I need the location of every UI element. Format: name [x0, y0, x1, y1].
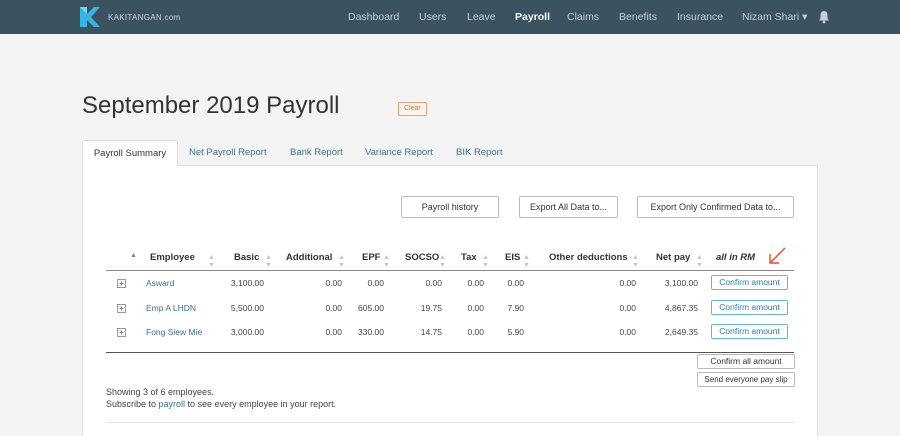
col-epf[interactable]: EPF [362, 252, 381, 263]
report-tabs: Payroll Summary Net Payroll Report Bank … [82, 140, 818, 167]
showing-count: Showing 3 of 6 employees. [106, 387, 215, 397]
top-navbar: KAKITANGAN.com Dashboard Users Leave Pay… [0, 0, 900, 34]
cell-epf: 605.00 [358, 303, 384, 313]
sort-icon[interactable]: ▲ ▼ [383, 254, 390, 269]
cell-basic: 3,100.00 [230, 278, 264, 288]
expand-row-button[interactable]: + [117, 328, 126, 337]
sort-asc-icon[interactable]: ▲ [130, 252, 137, 259]
col-other-deductions[interactable]: Other deductions [549, 252, 628, 263]
sort-icon[interactable]: ▲ ▼ [632, 254, 639, 269]
sort-icon[interactable]: ▲ ▼ [696, 254, 703, 269]
brand-name: KAKITANGAN.com [108, 12, 181, 22]
send-payslips-button[interactable]: Send everyone pay slip [697, 372, 795, 387]
tab-net-payroll-report[interactable]: Net Payroll Report [189, 147, 267, 158]
subscribe-text-pre: Subscribe to [106, 399, 159, 409]
arrow-annotation-icon [769, 247, 786, 264]
cell-tax: 0.00 [467, 327, 484, 337]
subscribe-payroll-link[interactable]: payroll [158, 399, 186, 409]
header-divider [106, 270, 794, 271]
table-bottom-rule [106, 352, 794, 353]
cell-other: 0.00 [619, 278, 636, 288]
cell-eis: 7.90 [507, 303, 524, 313]
tab-payroll-summary[interactable]: Payroll Summary [82, 140, 178, 167]
cell-other: 0.00 [619, 327, 636, 337]
nav-user-menu[interactable]: Nizam Shari ▾ [742, 11, 808, 23]
subscribe-note: Subscribe to payroll to see every employ… [106, 399, 336, 409]
export-all-button[interactable]: Export All Data to... [519, 196, 618, 218]
sort-icon[interactable]: ▲ ▼ [338, 254, 345, 269]
nav-users[interactable]: Users [419, 11, 447, 23]
cell-net-pay: 3,100.00 [664, 278, 698, 288]
cell-other: 0.00 [619, 303, 636, 313]
clear-button[interactable]: Clear [398, 102, 427, 116]
kakitangan-logo-icon [80, 7, 100, 27]
cell-additional: 0.00 [325, 278, 342, 288]
col-eis[interactable]: EIS [505, 252, 521, 263]
col-employee[interactable]: Employee [150, 252, 195, 263]
cell-eis: 0.00 [507, 278, 524, 288]
cell-tax: 0.00 [467, 278, 484, 288]
tab-bank-report[interactable]: Bank Report [290, 147, 343, 158]
cell-socso: 14.75 [420, 327, 442, 337]
panel-divider [106, 422, 794, 423]
nav-insurance[interactable]: Insurance [677, 11, 724, 23]
nav-payroll[interactable]: Payroll [515, 11, 551, 23]
confirm-amount-button[interactable]: Confirm amount [711, 275, 788, 290]
sort-icon[interactable]: ▲ ▼ [208, 254, 215, 269]
employee-name[interactable]: Asward [146, 278, 175, 288]
expand-row-button[interactable]: + [117, 279, 126, 288]
employee-name[interactable]: Emp A LHDN [146, 303, 197, 313]
col-socso[interactable]: SOCSO [405, 252, 440, 263]
col-net-pay[interactable]: Net pay [656, 252, 691, 263]
employee-name[interactable]: Fong Siew Mie [146, 327, 203, 337]
nav-claims[interactable]: Claims [567, 11, 600, 23]
col-tax[interactable]: Tax [461, 252, 477, 263]
nav-leave[interactable]: Leave [467, 11, 496, 23]
subscribe-text-post: to see every employee in your report. [185, 399, 337, 409]
cell-epf: 0.00 [367, 278, 384, 288]
confirm-all-button[interactable]: Confirm all amount [697, 354, 795, 369]
sort-icon[interactable]: ▲ ▼ [265, 254, 272, 269]
cell-basic: 3,000.00 [230, 327, 264, 337]
confirm-amount-button[interactable]: Confirm amount [711, 324, 788, 339]
export-confirmed-button[interactable]: Export Only Confirmed Data to... [637, 196, 794, 218]
cell-basic: 5,500.00 [230, 303, 264, 313]
col-basic[interactable]: Basic [234, 252, 260, 263]
cell-tax: 0.00 [467, 303, 484, 313]
cell-additional: 0.00 [325, 327, 342, 337]
currency-note: all in RM [716, 252, 756, 263]
tab-variance-report[interactable]: Variance Report [365, 147, 433, 158]
payroll-history-button[interactable]: Payroll history [401, 196, 499, 218]
cell-epf: 330.00 [358, 327, 384, 337]
cell-socso: 0.00 [425, 278, 442, 288]
cell-additional: 0.00 [325, 303, 342, 313]
nav-dashboard[interactable]: Dashboard [348, 11, 400, 23]
expand-row-button[interactable]: + [117, 304, 126, 313]
cell-net-pay: 4,867.35 [664, 303, 698, 313]
sort-icon[interactable]: ▲ ▼ [439, 254, 446, 269]
tab-bik-report[interactable]: BIK Report [456, 147, 503, 158]
col-additional[interactable]: Additional [286, 252, 333, 263]
page-title: September 2019 Payroll [82, 92, 340, 119]
nav-benefits[interactable]: Benefits [619, 11, 657, 23]
brand[interactable]: KAKITANGAN.com [78, 4, 181, 30]
cell-eis: 5.90 [507, 327, 524, 337]
sort-icon[interactable]: ▲ ▼ [482, 254, 489, 269]
cell-socso: 19.75 [420, 303, 442, 313]
bell-icon[interactable] [818, 10, 830, 24]
cell-net-pay: 2,649.35 [664, 327, 698, 337]
sort-icon[interactable]: ▲ ▼ [523, 254, 530, 269]
confirm-amount-button[interactable]: Confirm amount [711, 300, 788, 315]
